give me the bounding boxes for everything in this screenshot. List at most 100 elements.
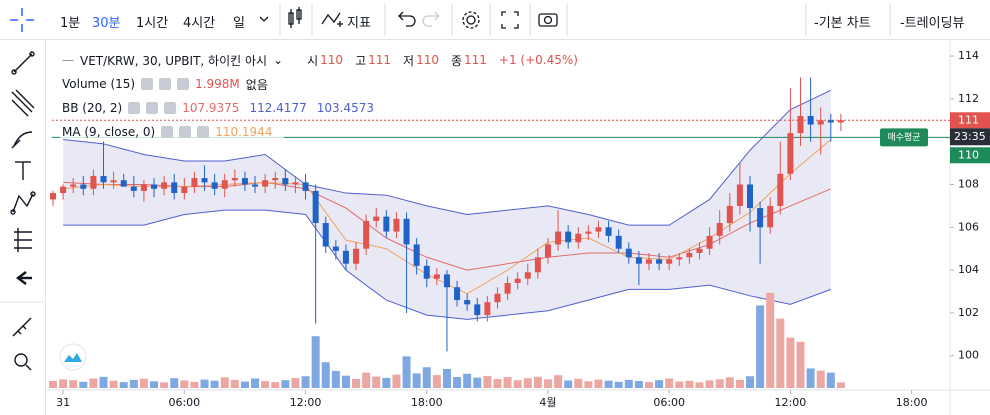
candle-body xyxy=(130,186,137,191)
logo-mark xyxy=(64,353,82,362)
volume-bar xyxy=(735,379,744,388)
volume-bar xyxy=(523,378,532,388)
candle-body xyxy=(474,304,481,316)
candle-body xyxy=(100,175,107,183)
volume-bar xyxy=(139,378,148,388)
volume-bar xyxy=(725,377,734,388)
volume-bar xyxy=(604,380,613,388)
settings-icon[interactable] xyxy=(179,126,192,138)
candle-body xyxy=(595,227,602,232)
candle-body xyxy=(191,178,198,187)
volume-bar xyxy=(796,341,805,388)
candle-body xyxy=(403,218,410,245)
candle-body xyxy=(555,231,562,245)
basic-chart-link[interactable]: -기본 차트 xyxy=(814,16,871,31)
volume-bar xyxy=(412,373,421,388)
settings-icon[interactable] xyxy=(146,102,159,114)
interval-button[interactable]: 1시간 xyxy=(136,16,169,31)
candle-body xyxy=(252,184,259,187)
candle-body xyxy=(302,182,309,191)
interval-button[interactable]: 4시간 xyxy=(183,16,216,31)
interval-button[interactable]: 30분 xyxy=(92,16,121,31)
volume-bar xyxy=(685,380,694,388)
countdown: 23:35 xyxy=(954,130,986,143)
volume-bar xyxy=(311,336,320,388)
volume-bar xyxy=(644,382,653,388)
volume-bar xyxy=(655,380,664,388)
candle-body xyxy=(50,193,57,200)
candle-body xyxy=(140,184,147,191)
volume-bar xyxy=(463,373,472,388)
symbol-title[interactable]: VET/KRW, 30, UPBIT, 하이킨 아시 xyxy=(80,53,268,68)
volume-bar xyxy=(705,380,714,388)
candle-body xyxy=(151,184,158,189)
indicators-button[interactable]: 지표 xyxy=(347,16,371,31)
candle-body xyxy=(757,208,764,228)
volume-bar xyxy=(129,379,138,388)
volume-bar xyxy=(402,356,411,388)
y-tick-label: 102 xyxy=(958,306,979,319)
volume-bar xyxy=(564,380,573,388)
indicator-value: 107.9375 xyxy=(182,101,240,115)
candle-body xyxy=(90,175,97,189)
volume-bar xyxy=(432,375,441,388)
settings-icon[interactable] xyxy=(159,78,172,90)
eye-icon[interactable] xyxy=(141,78,154,90)
x-tick-label: 06:00 xyxy=(653,396,685,409)
volume-bar xyxy=(665,378,674,388)
crosshair-icon[interactable] xyxy=(0,0,46,40)
volume-bar xyxy=(180,380,189,388)
y-tick-label: 114 xyxy=(958,49,979,62)
volume-bar xyxy=(836,382,845,388)
interval-button[interactable]: 일 xyxy=(233,16,245,31)
volume-bar xyxy=(392,374,401,388)
volume-bar xyxy=(806,368,815,388)
candle-body xyxy=(676,257,683,260)
legend-box: MA (9, close, 0) 110.1944 xyxy=(60,125,285,139)
price-label-bg xyxy=(950,147,990,164)
volume-bar xyxy=(543,379,552,388)
y-tick-label: 106 xyxy=(958,220,979,233)
eye-icon[interactable] xyxy=(161,126,174,138)
candle-body xyxy=(221,180,228,189)
volume-bar xyxy=(352,379,361,388)
volume-bar xyxy=(675,381,684,388)
candle-body xyxy=(746,184,753,209)
candle-body xyxy=(514,278,521,283)
remove-icon[interactable] xyxy=(177,78,190,90)
volume-bar xyxy=(341,375,350,388)
candle-body xyxy=(807,115,814,125)
symbol-caret[interactable]: ⌄ xyxy=(273,53,284,67)
candle-body xyxy=(777,173,784,206)
volume-bar xyxy=(533,376,542,388)
candle-body xyxy=(201,178,208,183)
volume-bar xyxy=(200,379,209,388)
volume-bar xyxy=(190,381,199,388)
candle-body xyxy=(433,274,440,279)
ohlc-value: 111 xyxy=(464,53,487,67)
volume-bar xyxy=(442,368,451,388)
indicator-value: 112.4177 xyxy=(249,101,307,115)
volume-bar xyxy=(786,337,795,388)
ohlc-value: 110 xyxy=(320,53,344,67)
candle-body xyxy=(373,216,380,221)
volume-bar xyxy=(220,377,229,388)
volume-bar xyxy=(251,378,260,388)
candle-body xyxy=(837,120,844,123)
candle-body xyxy=(565,231,572,243)
candle-body xyxy=(312,190,319,224)
candle-body xyxy=(625,248,632,258)
eye-icon[interactable] xyxy=(128,102,141,114)
ohlc-label: 종 xyxy=(450,53,463,68)
remove-icon[interactable] xyxy=(164,102,177,114)
tradingview-link[interactable]: -트레이딩뷰 xyxy=(900,16,965,31)
volume-bar xyxy=(109,380,118,388)
drawing-toolbar xyxy=(0,40,46,415)
legend: — VET/KRW, 30, UPBIT, 하이킨 아시 ⌄ 시 110 고 111 저 110… xyxy=(60,48,586,144)
interval-button[interactable]: 1분 xyxy=(60,16,81,31)
drawing-tools xyxy=(0,51,46,371)
remove-icon[interactable] xyxy=(197,126,210,138)
candle-body xyxy=(211,182,218,189)
x-tick-label: 12:00 xyxy=(775,396,807,409)
collapse-icon[interactable]: — xyxy=(62,53,74,67)
